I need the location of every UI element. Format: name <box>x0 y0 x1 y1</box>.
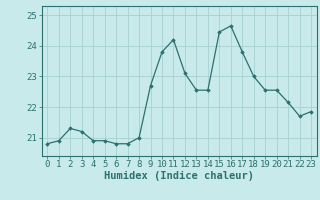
X-axis label: Humidex (Indice chaleur): Humidex (Indice chaleur) <box>104 171 254 181</box>
